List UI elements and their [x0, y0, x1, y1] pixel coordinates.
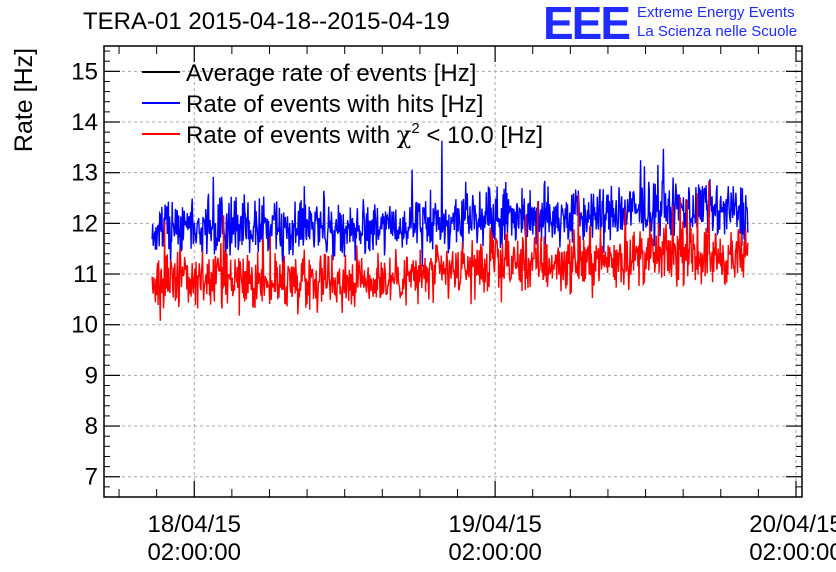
y-tick-label: 9 — [85, 362, 98, 389]
series-layer — [151, 140, 749, 321]
x-tick-date-label: 18/04/15 — [148, 511, 241, 538]
legend-hits-label: Rate of events with hits [Hz] — [186, 91, 483, 118]
y-tick-label: 12 — [71, 210, 98, 237]
legend: Average rate of events [Hz] Rate of event… — [142, 60, 543, 149]
x-tick-time-label: 02:00:00 — [749, 539, 836, 566]
logo-line-2: La Scienza nelle Scuole — [637, 23, 798, 40]
legend-chi2-label: Rate of events with χ2 < 10.0 [Hz] — [186, 120, 543, 149]
logo-line-1: Extreme Energy Events — [637, 4, 795, 21]
x-tick-date-label: 20/04/15 — [749, 511, 836, 538]
y-tick-label: 7 — [85, 464, 98, 491]
y-tick-label: 15 — [71, 58, 98, 85]
y-tick-label: 11 — [73, 261, 98, 288]
eee-logo-text: Extreme Energy Events La Scienza nelle S… — [637, 3, 797, 41]
series-line-hits — [151, 140, 749, 267]
y-tick-label: 14 — [71, 109, 98, 136]
y-axis-label: Rate [Hz] — [10, 48, 38, 152]
y-tick-label: 10 — [71, 312, 98, 339]
plot-frame — [103, 45, 803, 498]
legend-average-label: Average rate of events [Hz] — [186, 60, 476, 87]
chart-title: TERA-01 2015-04-18--2015-04-19 — [83, 8, 450, 35]
axes: 78910111213141518/04/1502:00:0019/04/150… — [71, 46, 836, 566]
series-line-chi2 — [151, 180, 749, 321]
x-tick-time-label: 02:00:00 — [148, 539, 241, 566]
x-tick-date-label: 19/04/15 — [448, 511, 541, 538]
x-tick-time-label: 02:00:00 — [448, 539, 541, 566]
y-tick-label: 8 — [85, 413, 98, 440]
y-tick-label: 13 — [71, 160, 98, 187]
eee-logo: EEE — [543, 0, 631, 49]
